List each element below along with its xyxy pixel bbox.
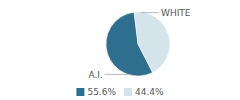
legend-swatch: [124, 88, 132, 96]
slice-label: WHITE: [161, 8, 191, 18]
pie: [106, 12, 170, 76]
legend-item: 55.6%: [76, 87, 116, 97]
legend: 55.6% 44.4%: [76, 87, 164, 97]
legend-label: 55.6%: [87, 87, 116, 97]
chart: A.I. WHITE 55.6% 44.4%: [0, 0, 240, 100]
slice-label: A.I.: [88, 70, 102, 80]
legend-item: 44.4%: [124, 87, 164, 97]
legend-label: 44.4%: [135, 87, 164, 97]
legend-swatch: [76, 88, 84, 96]
pie-slice: [134, 12, 170, 72]
annotations: A.I. WHITE: [88, 8, 190, 80]
leader-line: [141, 12, 159, 13]
leader-line: [105, 74, 132, 75]
